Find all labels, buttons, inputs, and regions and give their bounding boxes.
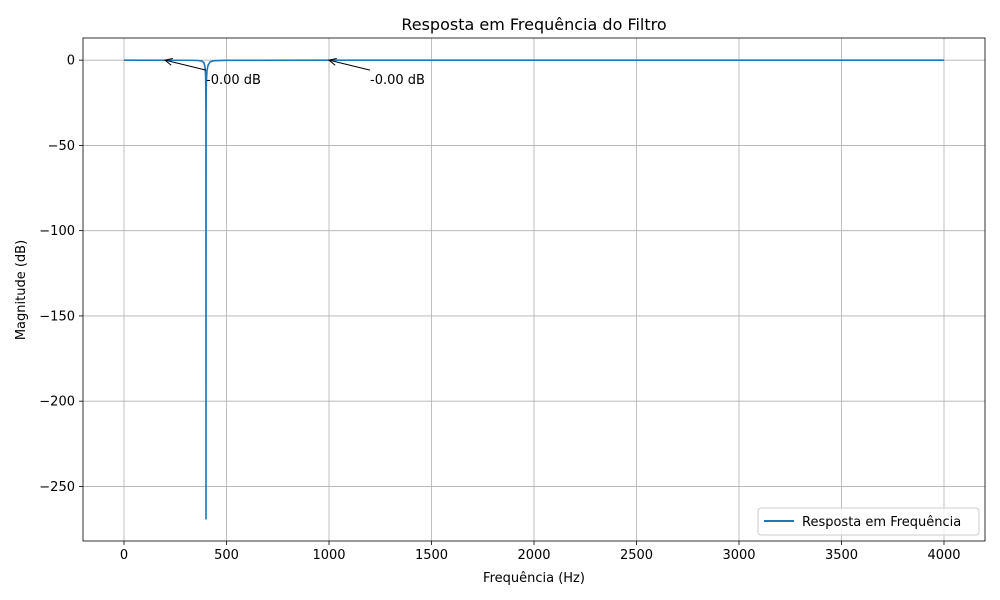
x-tick-label: 0 [120, 548, 128, 563]
annotation-label: -0.00 dB [206, 73, 261, 88]
x-tick-label: 1500 [415, 548, 448, 563]
x-tick-label: 4000 [927, 548, 960, 563]
annotations: -0.00 dB -0.00 dB [163, 57, 425, 88]
annotation-arrowhead [163, 57, 173, 66]
y-tick-label: −50 [48, 139, 75, 154]
y-tick-label: −150 [39, 309, 75, 324]
annotation-label: -0.00 dB [370, 73, 425, 88]
y-tick-label: −100 [39, 224, 75, 239]
legend-box [757, 507, 980, 536]
x-tick-label: 2000 [517, 548, 550, 563]
legend: Resposta em Frequência [757, 507, 980, 536]
y-axis: 0 −50 −100 −150 −200 −250 [39, 54, 83, 495]
x-tick-label: 1000 [312, 548, 345, 563]
y-tick-label: 0 [67, 54, 75, 69]
x-tick-label: 500 [214, 548, 239, 563]
y-tick-label: −250 [39, 480, 75, 495]
x-tick-label: 3500 [825, 548, 858, 563]
x-tick-label: 2500 [620, 548, 653, 563]
annotation-arrow-line [164, 59, 207, 71]
series-group [123, 59, 944, 520]
series-line-0 [123, 59, 944, 520]
annotation-arrowhead [327, 57, 337, 66]
x-axis-label: Frequência (Hz) [483, 571, 585, 586]
chart-title: Resposta em Frequência do Filtro [401, 15, 666, 34]
annotation-arrow-line [328, 59, 371, 71]
x-axis: 0 500 1000 1500 2000 2500 3000 3500 4000 [120, 541, 961, 563]
legend-entry: Resposta em Frequência [802, 515, 961, 530]
x-tick-label: 3000 [722, 548, 755, 563]
y-tick-label: −200 [39, 395, 75, 410]
y-axis-label: Magnitude (dB) [14, 240, 29, 340]
